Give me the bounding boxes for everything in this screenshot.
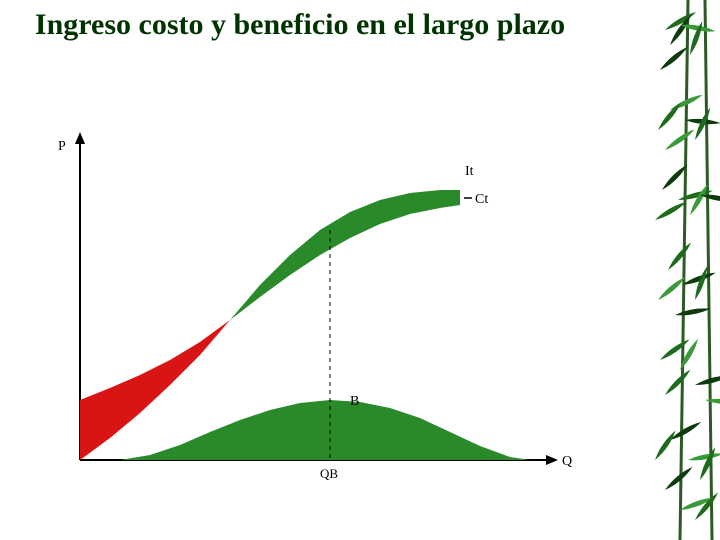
bamboo-decoration <box>610 0 720 540</box>
chart: P Q It Ct B QB <box>30 120 590 500</box>
benefit-curve <box>120 400 530 460</box>
bamboo-stem <box>680 0 688 540</box>
ct-label: Ct <box>475 192 488 207</box>
profit-region <box>230 190 460 320</box>
leaf-cluster <box>656 93 720 153</box>
x-axis-arrow <box>546 455 558 465</box>
y-axis-arrow <box>75 132 85 144</box>
x-axis-label: Q <box>562 454 572 469</box>
y-axis-label: P <box>58 139 66 154</box>
qb-tick-label: QB <box>320 466 338 481</box>
slide: Ingreso costo y beneficio en el largo pl… <box>0 0 720 540</box>
b-label: B <box>350 394 359 409</box>
page-title: Ingreso costo y beneficio en el largo pl… <box>20 8 580 43</box>
it-label: It <box>465 164 474 179</box>
